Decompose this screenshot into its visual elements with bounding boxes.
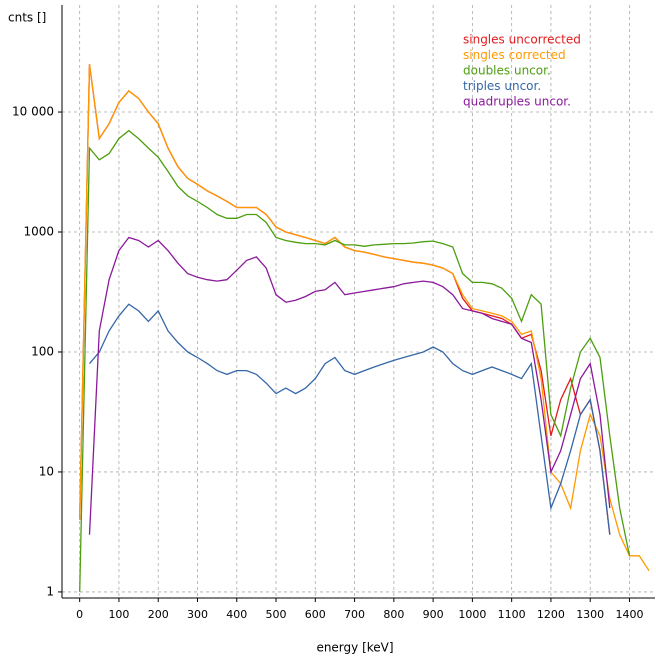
x-tick-label: 1400 [615,608,643,621]
x-tick-label: 0 [76,608,83,621]
x-tick-label: 100 [108,608,129,621]
y-tick-label: 100 [31,344,54,358]
y-tick-label: 1 [46,584,54,598]
x-tick-label: 1300 [576,608,604,621]
x-tick-label: 1100 [498,608,526,621]
x-tick-label: 800 [383,608,404,621]
y-tick-label: 10 [39,464,54,478]
x-tick-label: 200 [148,608,169,621]
y-tick-label: 10 000 [12,105,54,119]
y-tick-label: 1000 [23,225,54,239]
legend-entry: quadruples uncor. [463,95,571,109]
legend-entry: singles corrected [463,48,566,62]
x-tick-label: 1200 [537,608,565,621]
legend-entry: singles uncorrected [463,33,581,47]
series-line [79,64,650,572]
series-line [88,236,611,535]
x-tick-label: 900 [423,608,444,621]
series-line [79,129,631,592]
series-line [79,64,611,535]
x-tick-label: 500 [266,608,287,621]
series-line [89,303,611,535]
x-axis-label: energy [keV] [316,641,393,655]
legend-entry: triples uncor. [463,79,541,93]
y-axis-label: cnts [] [8,11,46,25]
x-tick-label: 300 [187,608,208,621]
x-tick-label: 400 [226,608,247,621]
legend-entry: doubles uncor. [463,64,551,78]
x-tick-label: 700 [344,608,365,621]
x-tick-label: 1000 [458,608,486,621]
x-tick-label: 600 [305,608,326,621]
